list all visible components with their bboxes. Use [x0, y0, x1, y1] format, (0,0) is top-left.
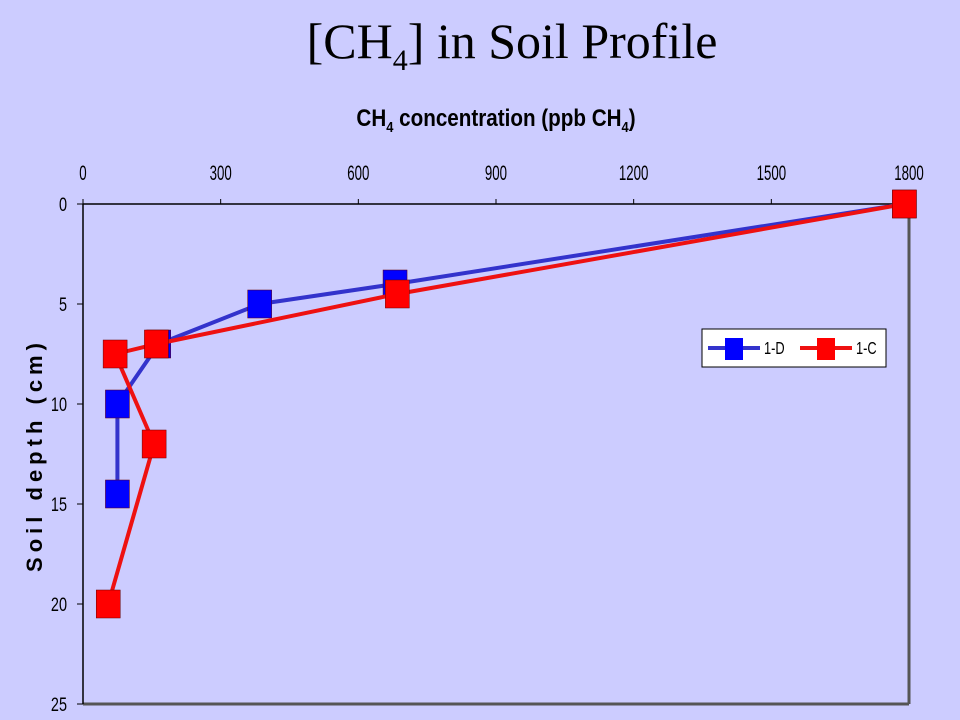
data-point-marker: [247, 289, 272, 319]
y-axis: 0 5 10 15 20 25 Soil depth (cm): [22, 193, 84, 716]
x-axis-title-subscript: 4: [622, 118, 629, 135]
data-point-marker: [95, 589, 121, 619]
series-1-C: [95, 189, 917, 619]
x-axis-title: CH4 concentration (ppb CH4): [356, 105, 635, 136]
title-suffix: ] in Soil Profile: [407, 13, 718, 69]
data-point-marker: [105, 389, 130, 419]
x-tick-label: 900: [485, 161, 507, 185]
y-tick-label: 5: [59, 293, 67, 316]
plot-background: [83, 204, 909, 704]
data-point-marker: [105, 479, 130, 509]
plot-area: [83, 204, 911, 706]
y-tick-label: 25: [51, 693, 67, 716]
series-layer: [95, 189, 917, 619]
y-axis-title: Soil depth (cm): [22, 338, 47, 572]
x-tick-label: 1500: [757, 161, 787, 185]
y-tick-label: 10: [51, 393, 67, 416]
legend-label: 1-C: [856, 339, 877, 358]
legend-marker: [817, 338, 835, 360]
y-tick-label: 15: [51, 493, 67, 516]
data-point-marker: [385, 279, 410, 309]
legend-label: 1-D: [764, 339, 785, 358]
slide-title: [CH4] in Soil Profile: [0, 12, 960, 78]
series-line: [115, 202, 905, 494]
legend: 1-D 1-C: [701, 328, 887, 368]
data-point-marker: [141, 429, 167, 459]
series-line: [106, 202, 905, 605]
x-axis-title-part: CH: [356, 105, 386, 132]
x-tick-label: 300: [210, 161, 232, 185]
y-tick-label: 20: [51, 593, 67, 616]
x-tick-label: 1200: [619, 161, 649, 185]
legend-marker: [725, 338, 743, 360]
x-axis-title-part: concentration (ppb CH: [393, 105, 621, 132]
data-point-marker: [102, 339, 128, 369]
x-tick-label: 600: [347, 161, 369, 185]
x-axis-title-part: ): [629, 105, 636, 132]
x-axis-title-subscript: 4: [386, 118, 393, 135]
x-tick-label: 0: [79, 161, 86, 185]
title-subscript: 4: [392, 44, 408, 77]
title-prefix: [CH: [306, 13, 393, 69]
data-point-marker: [892, 189, 917, 219]
y-tick-label: 0: [59, 193, 67, 216]
x-tick-label: 1800: [894, 161, 924, 185]
data-point-marker: [144, 329, 169, 359]
